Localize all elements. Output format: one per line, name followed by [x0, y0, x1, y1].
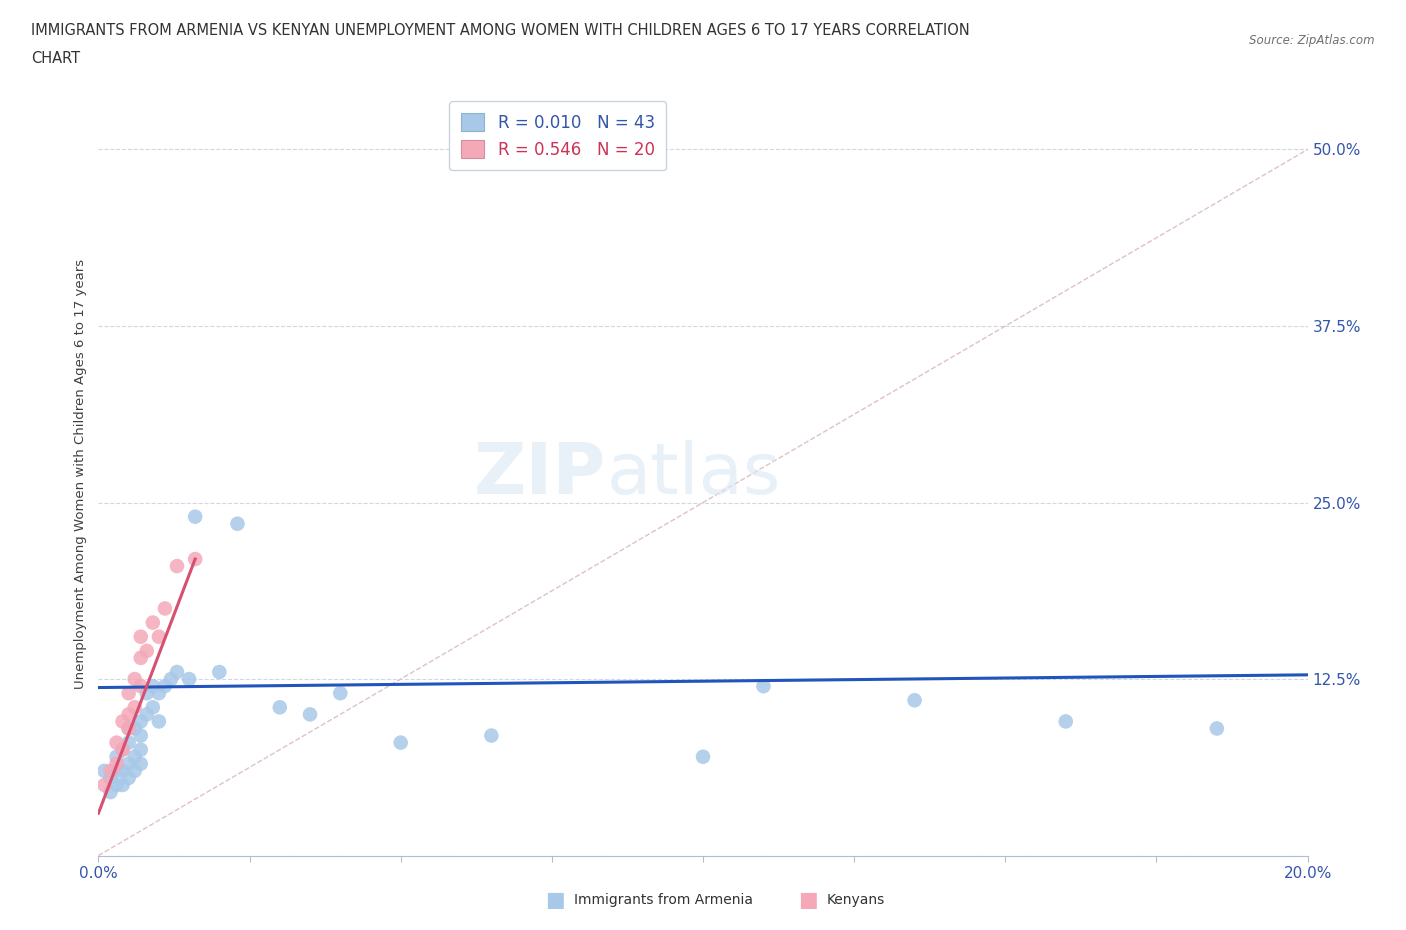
Point	[148, 714, 170, 729]
Point	[118, 736, 141, 751]
Point	[129, 630, 152, 644]
Point	[118, 721, 141, 736]
Text: ■: ■	[799, 890, 818, 910]
Point	[226, 516, 249, 531]
Point	[105, 736, 128, 751]
Text: atlas: atlas	[606, 440, 780, 509]
Point	[148, 630, 170, 644]
Point	[129, 742, 152, 757]
Point	[142, 679, 165, 694]
Point	[124, 764, 146, 778]
Text: ZIP: ZIP	[474, 440, 606, 509]
Point	[118, 770, 141, 785]
Text: Source: ZipAtlas.com: Source: ZipAtlas.com	[1250, 34, 1375, 47]
Point	[153, 601, 176, 616]
Point	[129, 650, 152, 665]
Point	[111, 742, 134, 757]
Point	[129, 728, 152, 743]
Point	[105, 756, 128, 771]
Point	[1054, 714, 1077, 729]
Point	[93, 777, 115, 792]
Legend: R = 0.010   N = 43, R = 0.546   N = 20: R = 0.010 N = 43, R = 0.546 N = 20	[450, 101, 666, 170]
Point	[111, 777, 134, 792]
Point	[389, 736, 412, 751]
Y-axis label: Unemployment Among Women with Children Ages 6 to 17 years: Unemployment Among Women with Children A…	[75, 259, 87, 689]
Point	[208, 665, 231, 680]
Point	[135, 707, 157, 722]
Point	[105, 764, 128, 778]
Text: CHART: CHART	[31, 51, 80, 66]
Point	[692, 750, 714, 764]
Point	[184, 510, 207, 525]
Point	[135, 685, 157, 700]
Point	[93, 764, 115, 778]
Point	[100, 770, 122, 785]
Point	[160, 671, 183, 686]
Point	[148, 685, 170, 700]
Point	[142, 615, 165, 630]
Point	[118, 707, 141, 722]
Text: Immigrants from Armenia: Immigrants from Armenia	[574, 893, 752, 908]
Point	[135, 644, 157, 658]
Point	[153, 679, 176, 694]
Point	[129, 679, 152, 694]
Point	[100, 785, 122, 800]
Point	[129, 714, 152, 729]
Point	[118, 756, 141, 771]
Point	[269, 700, 291, 715]
Point	[124, 671, 146, 686]
Point	[118, 685, 141, 700]
Point	[177, 671, 201, 686]
Point	[184, 551, 207, 566]
Point	[111, 764, 134, 778]
Point	[105, 750, 128, 764]
Text: IMMIGRANTS FROM ARMENIA VS KENYAN UNEMPLOYMENT AMONG WOMEN WITH CHILDREN AGES 6 : IMMIGRANTS FROM ARMENIA VS KENYAN UNEMPL…	[31, 23, 970, 38]
Point	[142, 700, 165, 715]
Point	[111, 742, 134, 757]
Point	[1206, 721, 1229, 736]
Point	[100, 764, 122, 778]
Point	[752, 679, 775, 694]
Point	[904, 693, 927, 708]
Point	[124, 750, 146, 764]
Point	[111, 714, 134, 729]
Point	[481, 728, 503, 743]
Text: ■: ■	[546, 890, 565, 910]
Point	[299, 707, 322, 722]
Point	[124, 700, 146, 715]
Point	[166, 665, 188, 680]
Point	[124, 721, 146, 736]
Point	[129, 756, 152, 771]
Point	[118, 721, 141, 736]
Point	[166, 559, 188, 574]
Point	[105, 777, 128, 792]
Text: Kenyans: Kenyans	[827, 893, 884, 908]
Point	[329, 685, 352, 700]
